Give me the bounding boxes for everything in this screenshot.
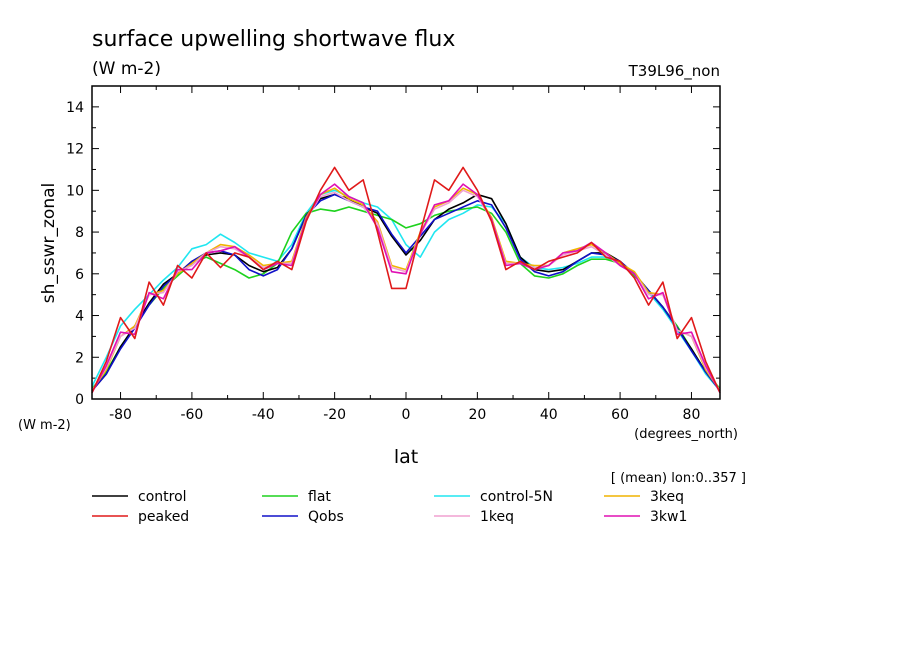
plot-area: -80 -60 -40 -20 0 20 40 60 80 0 2 4 6 8 10 12 14 (66, 86, 721, 423)
y-tick-label: 0 (75, 392, 84, 408)
y-tick-label: 4 (75, 309, 84, 325)
plot-frame (91, 85, 721, 400)
series-line-control (91, 193, 721, 392)
legend-label-peaked: peaked (138, 509, 189, 525)
x-axis-label: lat (394, 446, 418, 468)
y-tick-label: 8 (75, 225, 84, 241)
chart-units: (W m-2) (92, 59, 161, 79)
y-tick-label: 12 (66, 142, 84, 158)
x-tick-label: -60 (180, 407, 203, 423)
series-line-3kw1 (91, 183, 721, 394)
series-line-1keq (91, 189, 721, 392)
chart-title: surface upwelling shortwave flux (92, 27, 455, 52)
legend-label-1keq: 1keq (480, 509, 514, 525)
x-tick-label: -20 (323, 407, 346, 423)
legend-label-flat: flat (308, 489, 331, 505)
x-axis-units: (degrees_north) (634, 427, 738, 442)
y-axis-units: (W m-2) (18, 418, 71, 433)
x-tick-label: -40 (252, 407, 275, 423)
series-line-control-5n (91, 189, 721, 392)
y-tick-label: 10 (66, 183, 84, 199)
y-tick-label: 14 (66, 100, 84, 116)
legend-label-3keq: 3keq (650, 489, 684, 505)
x-tick-label: 40 (540, 407, 558, 423)
x-tick-label: 20 (468, 407, 486, 423)
legend-label-control-5n: control-5N (480, 489, 553, 505)
legend-label-control: control (138, 489, 187, 505)
x-tick-label: 80 (683, 407, 701, 423)
y-axis-label: sh_sswr_zonal (39, 183, 59, 303)
run-label: T39L96_non (628, 62, 720, 81)
subset-note: [ (mean) lon:0..357 ] (611, 471, 746, 486)
series-line-peaked (91, 166, 721, 394)
y-tick-label: 2 (75, 350, 84, 366)
x-tick-label: 60 (611, 407, 629, 423)
series-line-3keq (91, 187, 721, 392)
legend-label-qobs: Qobs (308, 509, 344, 525)
x-tick-label: -80 (109, 407, 132, 423)
x-tick-label: 0 (402, 407, 411, 423)
legend: control peaked flat Qobs control-5N 3keq 1keq 3… (92, 489, 687, 525)
y-tick-label: 6 (75, 267, 84, 283)
series-line-flat (91, 206, 721, 390)
legend-label-3kw1: 3kw1 (650, 509, 687, 525)
series-line-qobs (91, 193, 721, 392)
